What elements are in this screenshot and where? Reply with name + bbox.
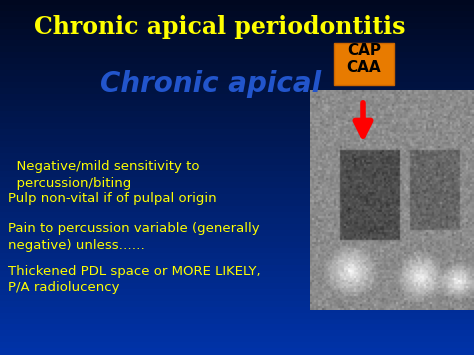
Text: Chronic apical periodontitis: Chronic apical periodontitis (34, 15, 406, 39)
Bar (0, 242, 474, 248)
Text: Negative/mild sensitivity to
  percussion/biting: Negative/mild sensitivity to percussion/… (8, 160, 200, 190)
Bar (0, 342, 474, 349)
Bar (0, 283, 474, 290)
Bar (0, 224, 474, 231)
Bar (0, 331, 474, 337)
Bar (0, 171, 474, 178)
Bar (0, 189, 474, 195)
Bar (0, 348, 474, 355)
Bar (0, 277, 474, 284)
Bar (0, 307, 474, 313)
Bar (0, 159, 474, 166)
Bar (0, 5, 474, 12)
Bar (0, 123, 474, 130)
Bar (0, 82, 474, 89)
Bar (0, 0, 474, 6)
Bar (0, 40, 474, 47)
Bar (0, 17, 474, 24)
Bar (0, 289, 474, 296)
Bar (0, 147, 474, 154)
Text: CAP
CAA: CAP CAA (346, 43, 381, 75)
Bar (0, 94, 474, 100)
Bar (0, 88, 474, 95)
Bar (0, 182, 474, 189)
Bar (0, 29, 474, 36)
Bar (0, 176, 474, 184)
Bar (0, 111, 474, 118)
Bar (0, 153, 474, 160)
Bar (0, 165, 474, 171)
Bar (0, 64, 474, 71)
Bar (0, 58, 474, 65)
Bar (0, 212, 474, 219)
Text: Pain to percussion variable (generally
negative) unless……: Pain to percussion variable (generally n… (8, 222, 260, 251)
Bar (0, 324, 474, 331)
Bar (0, 200, 474, 207)
Bar (0, 218, 474, 225)
Bar (0, 230, 474, 237)
Bar (0, 247, 474, 255)
Bar (0, 295, 474, 302)
Bar (0, 23, 474, 29)
Bar (0, 47, 474, 53)
Bar (0, 76, 474, 83)
Bar (0, 271, 474, 278)
Bar (0, 118, 474, 124)
Bar (0, 100, 474, 106)
Bar (0, 236, 474, 242)
Bar (0, 206, 474, 213)
Text: Thickened PDL space or MORE LIKELY,
P/A radiolucency: Thickened PDL space or MORE LIKELY, P/A … (8, 265, 261, 295)
Text: Chronic apical: Chronic apical (100, 70, 321, 98)
Bar (0, 129, 474, 136)
Bar (0, 336, 474, 343)
Bar (0, 318, 474, 326)
Bar (0, 70, 474, 77)
Bar (0, 301, 474, 308)
Bar (0, 135, 474, 142)
Bar (0, 105, 474, 113)
Bar (0, 265, 474, 272)
Bar (0, 11, 474, 18)
Bar (0, 313, 474, 320)
Bar (0, 34, 474, 42)
Text: Pulp non-vital if of pulpal origin: Pulp non-vital if of pulpal origin (8, 192, 217, 205)
Bar (0, 194, 474, 201)
Bar (0, 260, 474, 266)
FancyBboxPatch shape (334, 43, 394, 85)
Bar (0, 52, 474, 59)
Bar (0, 253, 474, 260)
Bar (0, 141, 474, 148)
